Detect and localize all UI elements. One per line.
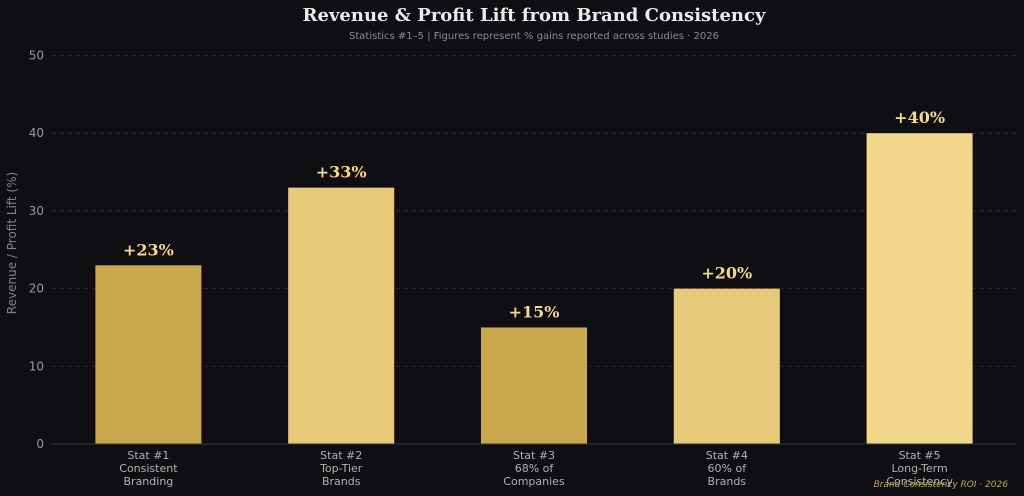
y-tick-label: 30	[29, 204, 44, 218]
category-label-line: Consistent	[119, 462, 178, 475]
bar	[866, 133, 973, 444]
category-label: Stat #5 Long-Term Consistency	[886, 449, 953, 488]
y-tick-label: 10	[29, 359, 44, 373]
category-label-line: Stat #4	[706, 449, 748, 462]
watermark: Brand Consistency ROI · 2026	[874, 480, 1009, 490]
chart-title: Revenue & Profit Lift from Brand Consist…	[303, 5, 766, 26]
bars	[95, 133, 973, 444]
category-label-line: 68% of	[515, 462, 555, 475]
bar	[480, 327, 588, 444]
category-label-line: Brands	[708, 475, 747, 488]
category-label-line: Stat #3	[513, 449, 555, 462]
x-axis-categories: Stat #1 Consistent Branding Stat #2 Top-Tier…	[119, 449, 953, 488]
data-label: +23%	[123, 240, 174, 259]
category-label-line: Stat #5	[899, 449, 941, 462]
category-label: Stat #4 60% of Brands	[706, 449, 748, 488]
category-label-line: Brands	[322, 475, 361, 488]
category-label: Stat #3 68% of Companies	[503, 449, 565, 488]
gridlines	[52, 55, 1016, 367]
data-labels: +23% +33% +15% +20% +40%	[123, 108, 945, 321]
y-tick-label: 50	[29, 49, 44, 63]
data-label: +15%	[509, 302, 560, 321]
y-axis-ticks: 0 10 20 30 40 50	[29, 49, 44, 451]
chart-subtitle: Statistics #1–5 | Figures represent % ga…	[349, 31, 719, 42]
category-label-line: Companies	[503, 475, 565, 488]
y-axis-label: Revenue / Profit Lift (%)	[5, 172, 19, 314]
y-tick-label: 40	[29, 126, 44, 140]
category-label-line: 60% of	[708, 462, 748, 475]
category-label-line: Stat #2	[320, 449, 362, 462]
category-label: Stat #1 Consistent Branding	[119, 449, 178, 488]
bar	[95, 265, 202, 444]
category-label-line: Consistency	[886, 475, 953, 488]
category-label-line: Long-Term	[891, 462, 947, 475]
category-label-line: Top-Tier	[319, 462, 363, 475]
category-label-line: Stat #1	[127, 449, 169, 462]
bar	[288, 187, 395, 444]
data-label: +33%	[316, 163, 367, 182]
y-tick-label: 20	[29, 282, 44, 296]
category-label-line: Branding	[124, 475, 174, 488]
data-label: +40%	[894, 108, 945, 127]
data-label: +20%	[701, 264, 752, 283]
bar	[673, 288, 780, 444]
y-tick-label: 0	[36, 437, 44, 451]
category-label: Stat #2 Top-Tier Brands	[319, 449, 363, 488]
